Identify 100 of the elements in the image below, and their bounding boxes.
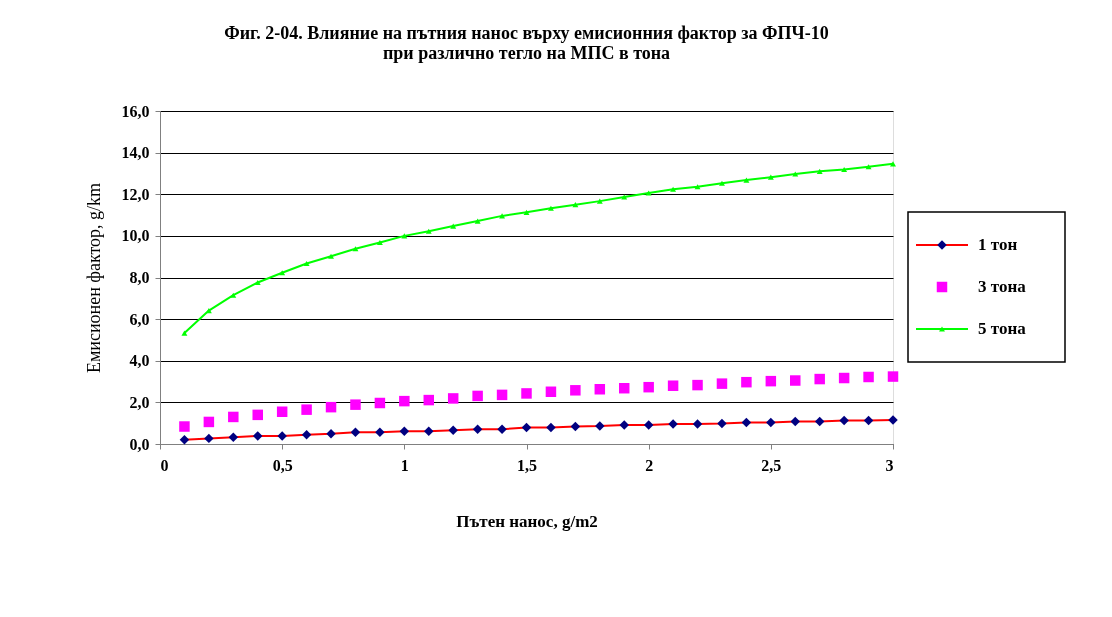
point: [399, 395, 410, 407]
point: [790, 375, 801, 386]
point: [643, 420, 654, 430]
point: [350, 399, 361, 410]
point: [863, 371, 874, 383]
point: [350, 427, 361, 437]
point: [814, 373, 825, 385]
x-tick-label: 1: [400, 456, 409, 474]
x-tick-label: 0: [160, 456, 169, 474]
point: [670, 186, 677, 192]
point: [643, 381, 654, 393]
y-axis-title: Емисионен фактор, g/km: [83, 182, 104, 374]
point: [328, 253, 334, 259]
point: [424, 426, 434, 437]
point: [792, 171, 799, 177]
point: [230, 292, 237, 298]
point: [254, 279, 261, 286]
point: [252, 431, 263, 441]
point: [399, 426, 410, 437]
point: [814, 416, 825, 427]
point: [204, 433, 214, 444]
text: Фиг. 2-04. Влияние на пътния нанос върху емисионния фактор за ФПЧ-10: [224, 23, 829, 43]
point: [325, 401, 337, 413]
legend-label: 5 тона: [978, 319, 1027, 338]
point: [179, 435, 190, 445]
point: [203, 416, 215, 428]
y-tick-label: 10,0: [121, 227, 150, 245]
point: [570, 385, 581, 396]
point: [743, 177, 750, 183]
point: [594, 384, 606, 395]
point: [741, 376, 752, 388]
legend-label: 3 тона: [978, 277, 1027, 296]
point: [521, 422, 532, 433]
point: [472, 424, 483, 434]
point: [667, 380, 679, 391]
point: [790, 416, 801, 427]
point: [472, 390, 483, 402]
point: [719, 180, 725, 186]
point: [596, 198, 603, 204]
text: при различно тегло на МПС в тона: [382, 43, 671, 63]
point: [570, 421, 581, 432]
point: [741, 417, 752, 428]
point: [546, 422, 556, 433]
point: [716, 378, 728, 389]
point: [618, 382, 630, 394]
point: [179, 421, 190, 432]
point: [450, 223, 457, 229]
point: [523, 209, 530, 215]
x-tick-label: 0,5: [272, 456, 293, 474]
point: [205, 308, 212, 314]
y-tick-label: 16,0: [121, 102, 150, 120]
y-tick-label: 4,0: [129, 352, 150, 370]
point: [619, 420, 629, 430]
y-tick-label: 12,0: [121, 185, 150, 203]
point: [496, 389, 508, 401]
y-tick-label: 6,0: [129, 310, 150, 328]
x-axis-title: Пътен нанос, g/m2: [456, 511, 598, 531]
point: [547, 205, 554, 211]
point: [692, 419, 703, 429]
y-tick-label: 8,0: [129, 269, 150, 286]
x-tick-label: 3: [885, 456, 894, 474]
y-tick-label: 14,0: [121, 144, 150, 162]
point: [474, 218, 481, 224]
point: [621, 194, 628, 200]
point: [839, 415, 849, 426]
point: [863, 415, 874, 426]
point: [181, 330, 188, 336]
point: [303, 260, 310, 267]
point: [766, 417, 776, 428]
point: [521, 388, 532, 399]
point: [279, 270, 286, 276]
legend-label: 1 тон: [978, 235, 1018, 254]
point: [767, 174, 774, 180]
point: [545, 386, 557, 397]
point: [838, 372, 850, 384]
point: [276, 406, 288, 417]
point: [447, 393, 459, 404]
x-tick-label: 2,5: [761, 456, 782, 474]
point: [497, 424, 507, 434]
point: [277, 431, 287, 441]
point: [228, 432, 239, 443]
point: [423, 394, 435, 406]
point: [425, 228, 432, 234]
point: [228, 411, 239, 423]
point: [572, 202, 579, 208]
point: [376, 239, 383, 246]
point: [448, 425, 458, 436]
point: [887, 371, 899, 382]
point: [841, 166, 848, 173]
y-tick-label: 0,0: [129, 435, 150, 453]
point: [252, 409, 263, 421]
point: [645, 190, 652, 196]
y-tick-label: 2,0: [129, 393, 150, 411]
point: [374, 397, 386, 409]
point: [717, 418, 727, 429]
x-tick-label: 1,5: [517, 456, 537, 474]
point: [816, 168, 823, 174]
point: [301, 404, 312, 415]
point: [301, 430, 312, 440]
point: [595, 421, 605, 431]
